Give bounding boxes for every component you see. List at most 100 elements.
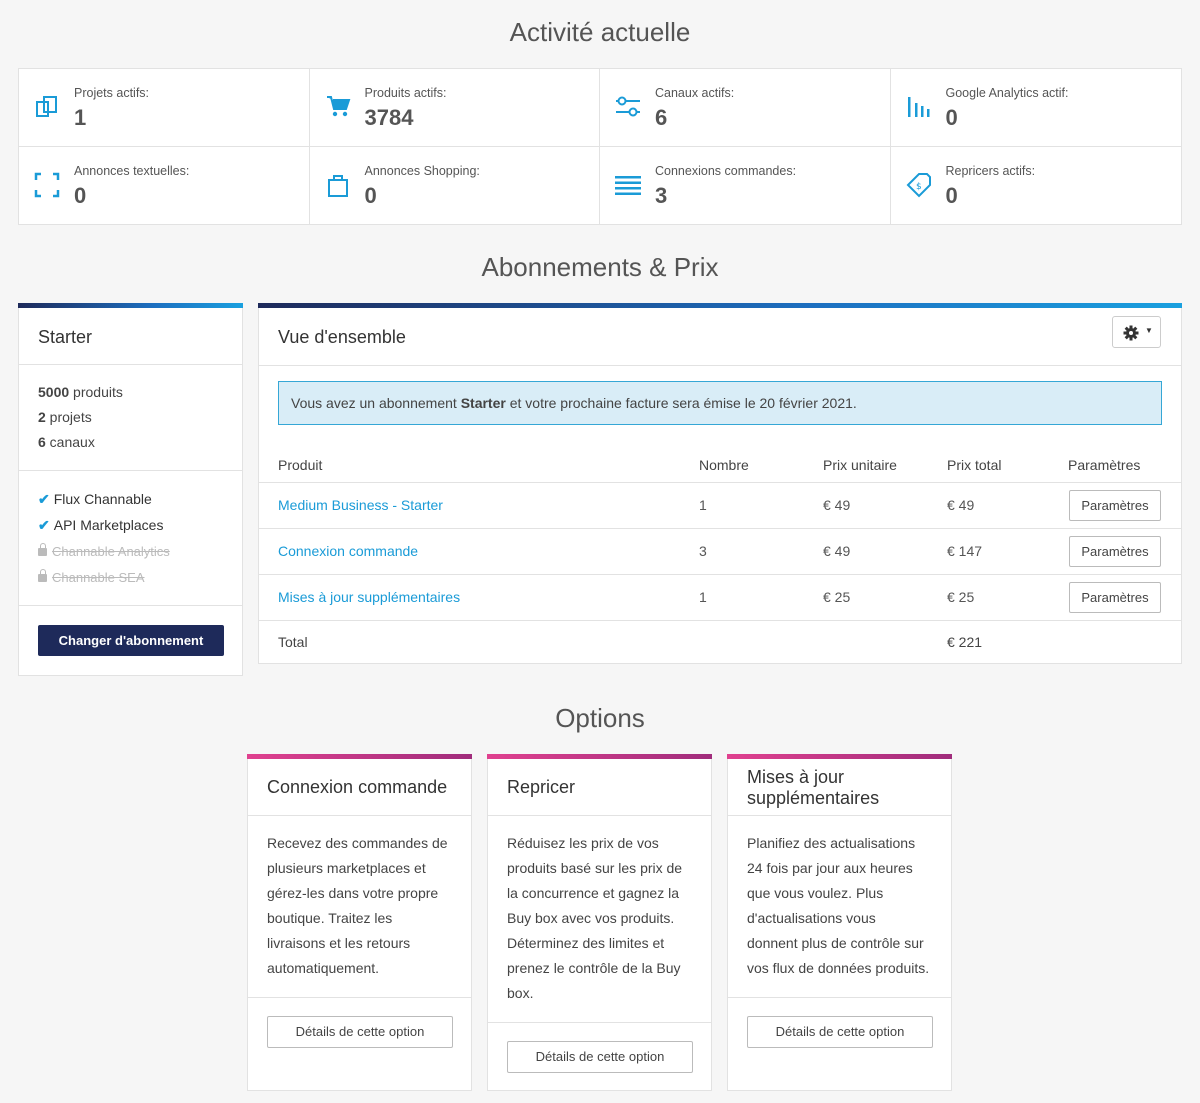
subscriptions-section-title: Abonnements & Prix: [481, 252, 719, 282]
divider: [728, 997, 951, 998]
lock-icon: [38, 569, 47, 582]
stat-label: Projets actifs:: [74, 86, 150, 100]
table-row-count: 1: [699, 497, 707, 513]
frame-corners-icon: [34, 172, 60, 198]
table-row-product-link[interactable]: Connexion commande: [278, 543, 419, 559]
svg-text:$: $: [916, 182, 922, 192]
table-row-unit-price: € 49: [823, 497, 851, 513]
stat-label: Google Analytics actif:: [945, 86, 1069, 100]
option-card-extra-updates: Mises à jour supplémentaires Planifiez de…: [727, 754, 952, 1091]
shopping-bag-icon: [327, 175, 348, 197]
column-header-count: Nombre: [699, 457, 749, 473]
table-row-unit-price: € 25: [823, 589, 851, 605]
panel-accent-bar: [727, 754, 952, 759]
table-row-count: 3: [699, 543, 707, 559]
overview-title: Vue d'ensemble: [278, 327, 406, 347]
plan-limit-channels: 6 canaux: [38, 434, 95, 450]
divider: [259, 365, 1181, 366]
stat-order-connections: Connexions commandes: 3: [600, 147, 891, 225]
stat-text-ads: Annonces textuelles: 0: [19, 147, 310, 225]
option-details-button[interactable]: Détails de cette option: [507, 1041, 693, 1073]
analytics-bars-icon: [907, 97, 929, 117]
total-label: Total: [278, 634, 308, 650]
stat-label: Connexions commandes:: [655, 164, 797, 178]
settings-dropdown-button[interactable]: ▼: [1112, 316, 1161, 348]
activity-section-title: Activité actuelle: [509, 17, 691, 47]
stat-products: Produits actifs: 3784: [309, 69, 600, 147]
plan-name: Starter: [38, 327, 93, 347]
stat-value: 3784: [364, 105, 414, 130]
plan-limit-projects: 2 projets: [38, 409, 92, 425]
stat-channels: Canaux actifs: 6: [600, 69, 891, 147]
check-icon: ✔: [38, 517, 50, 533]
sliders-icon: [616, 96, 640, 117]
options-section-title: Options: [555, 703, 645, 733]
stat-value: 0: [945, 183, 958, 208]
table-row-count: 1: [699, 589, 707, 605]
table-divider: [259, 620, 1181, 621]
column-header-product: Produit: [278, 457, 323, 473]
stat-label: Annonces Shopping:: [364, 164, 480, 178]
stat-projects: Projets actifs: 1: [19, 69, 310, 147]
divider: [248, 997, 471, 998]
column-header-unit-price: Prix unitaire: [823, 457, 897, 473]
subscription-notice: Vous avez un abonnement Starter et votre…: [278, 381, 1162, 425]
stat-value: 0: [945, 105, 958, 130]
row-settings-button[interactable]: Paramètres: [1069, 536, 1161, 567]
lock-icon: [38, 543, 47, 556]
option-title: Mises à jour supplémentaires: [747, 767, 880, 808]
stat-label: Repricers actifs:: [945, 164, 1036, 178]
list-lines-icon: [615, 176, 641, 195]
feature-api-marketplaces: ✔ API Marketplaces: [38, 517, 164, 533]
price-tag-icon: $: [906, 173, 931, 198]
panel-accent-bar: [18, 303, 243, 308]
option-details-button[interactable]: Détails de cette option: [267, 1016, 453, 1048]
option-description: Recevez des commandes de plusieurs market…: [267, 835, 448, 976]
panel-accent-bar: [247, 754, 472, 759]
option-details-button[interactable]: Détails de cette option: [747, 1016, 933, 1048]
stat-value: 0: [74, 183, 87, 208]
feature-channable-sea: Channable SEA: [38, 569, 145, 585]
check-icon: ✔: [38, 491, 50, 507]
table-row-total-price: € 25: [947, 589, 975, 605]
divider: [19, 470, 242, 471]
stat-label: Canaux actifs:: [655, 86, 735, 100]
plan-limit-products: 5000 produits: [38, 384, 123, 400]
stat-value: 0: [364, 183, 377, 208]
stat-value: 1: [74, 105, 87, 130]
divider: [488, 1022, 711, 1023]
table-row-total-price: € 49: [947, 497, 975, 513]
panel-accent-bar: [487, 754, 712, 759]
projects-icon: [36, 96, 57, 117]
divider: [19, 605, 242, 606]
divider: [19, 364, 242, 365]
option-card-repricer: Repricer Réduisez les prix de vos produit…: [487, 754, 712, 1091]
option-description: Réduisez les prix de vos produits basé su…: [507, 835, 683, 1001]
change-subscription-button[interactable]: Changer d'abonnement: [38, 625, 224, 656]
stat-value: 6: [655, 105, 668, 130]
row-settings-button[interactable]: Paramètres: [1069, 490, 1161, 521]
stat-analytics: Google Analytics actif: 0: [890, 69, 1181, 147]
table-row-product-link[interactable]: Medium Business - Starter: [278, 497, 443, 513]
stat-label: Produits actifs:: [364, 86, 447, 100]
divider: [248, 815, 471, 816]
stat-label: Annonces textuelles:: [74, 164, 190, 178]
column-header-settings: Paramètres: [1068, 457, 1141, 473]
activity-stats-grid: Projets actifs: 1 Produits actifs: 3784 …: [18, 68, 1182, 225]
stat-value: 3: [655, 183, 668, 208]
caret-down-icon: ▼: [1145, 326, 1153, 335]
option-title: Connexion commande: [267, 777, 448, 797]
stat-shopping-ads: Annonces Shopping: 0: [310, 147, 600, 225]
option-description: Planifiez des actualisations 24 fois par …: [747, 835, 930, 976]
plan-panel: Starter 5000 produits 2 projets 6 canaux…: [18, 303, 243, 676]
table-divider: [259, 574, 1181, 575]
overview-panel: Vue d'ensemble ▼ Vous avez un abonnement…: [258, 303, 1182, 664]
gear-icon: [1123, 325, 1139, 341]
option-card-order-connection: Connexion commande Recevez des commandes…: [247, 754, 472, 1091]
total-value: € 221: [947, 634, 983, 650]
feature-channable-analytics: Channable Analytics: [38, 543, 170, 559]
table-row-product-link[interactable]: Mises à jour supplémentaires: [278, 589, 461, 605]
column-header-total-price: Prix total: [947, 457, 1002, 473]
stat-repricers: $ Repricers actifs: 0: [891, 147, 1182, 225]
row-settings-button[interactable]: Paramètres: [1069, 582, 1161, 613]
